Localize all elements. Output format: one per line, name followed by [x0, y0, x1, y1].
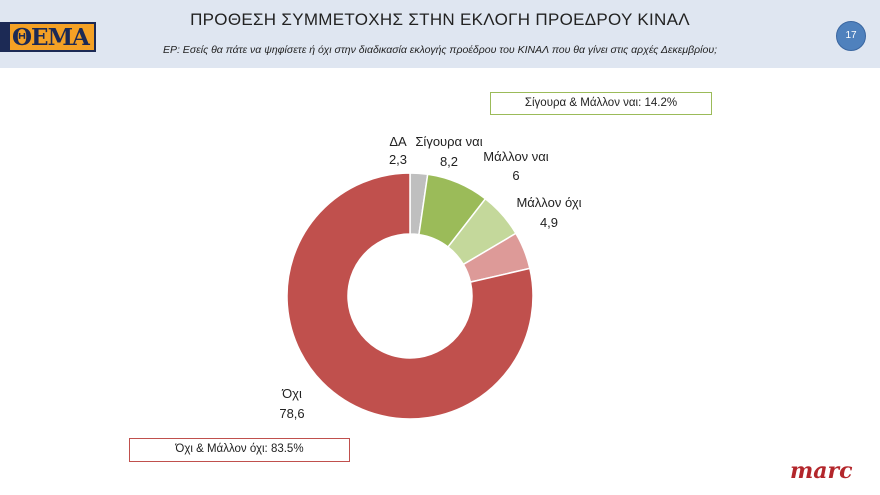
- slice-value-1: 8,2: [440, 154, 458, 169]
- page-number-badge: 17: [836, 21, 866, 51]
- logo-text: ΘΕΜΑ: [12, 24, 90, 51]
- yes-summary-box: Σίγουρα & Μάλλον ναι: 14.2%: [490, 92, 712, 115]
- header-bar: ΘΕΜΑ ΠΡΟΘΕΣΗ ΣΥΜΜΕΤΟΧΗΣ ΣΤΗΝ ΕΚΛΟΓΗ ΠΡΟΕ…: [0, 0, 880, 68]
- question-text: ΕΡ: Εσείς θα πάτε να ψηφίσετε ή όχι στην…: [162, 44, 718, 56]
- slice-4: [286, 172, 534, 420]
- page-title: ΠΡΟΘΕΣΗ ΣΥΜΜΕΤΟΧΗΣ ΣΤΗΝ ΕΚΛΟΓΗ ΠΡΟΕΔΡΟΥ …: [190, 10, 690, 29]
- slice-value-0: 2,3: [389, 152, 407, 167]
- slice-label-1: Σίγουρα ναι: [415, 134, 482, 149]
- publication-logo: ΘΕΜΑ: [0, 22, 96, 52]
- logo-side-strip: [2, 24, 10, 50]
- slice-label-0: ΔΑ: [389, 134, 407, 149]
- slice-value-3: 4,9: [540, 215, 558, 230]
- slice-value-2: 6: [512, 168, 519, 183]
- slice-label-4: Όχι: [281, 386, 302, 401]
- slice-label-3: Μάλλον όχι: [516, 195, 581, 210]
- no-summary-box: Όχι & Μάλλον όχι: 83.5%: [129, 438, 350, 462]
- slice-value-4: 78,6: [279, 406, 304, 421]
- slice-label-2: Μάλλον ναι: [483, 149, 549, 164]
- brand-logo: marc: [790, 458, 853, 484]
